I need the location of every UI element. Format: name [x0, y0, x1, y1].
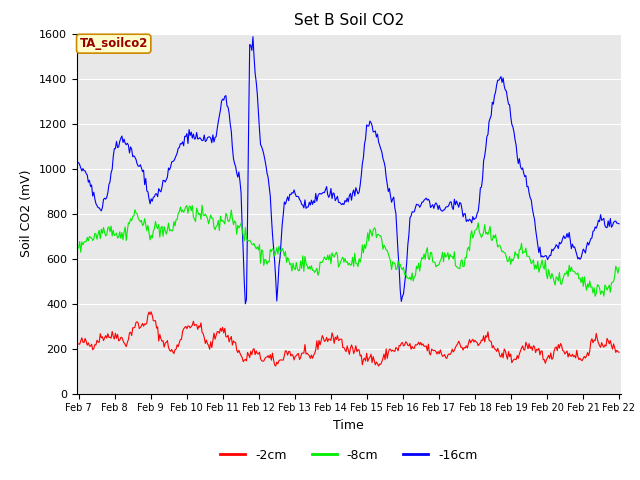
- Legend: -2cm, -8cm, -16cm: -2cm, -8cm, -16cm: [215, 444, 483, 467]
- Text: TA_soilco2: TA_soilco2: [79, 37, 148, 50]
- Title: Set B Soil CO2: Set B Soil CO2: [294, 13, 404, 28]
- X-axis label: Time: Time: [333, 419, 364, 432]
- Y-axis label: Soil CO2 (mV): Soil CO2 (mV): [20, 170, 33, 257]
